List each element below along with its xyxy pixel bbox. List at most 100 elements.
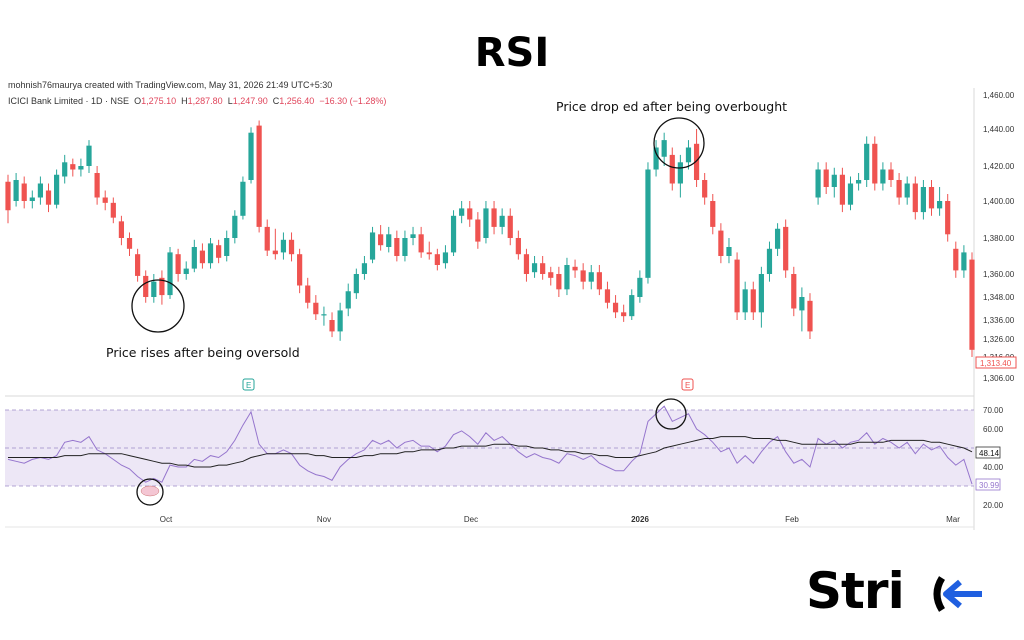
candle-body [386, 234, 392, 247]
candle-body [240, 181, 246, 216]
rsi-tick-label: 40.00 [983, 463, 1004, 472]
open-label: O [134, 96, 142, 106]
candle-body [693, 143, 700, 180]
candle-body [216, 245, 222, 258]
candle-body [523, 254, 530, 274]
time-tick-label: Mar [946, 515, 960, 524]
candle-body [945, 201, 951, 235]
candle-body [726, 247, 732, 256]
candle-body [305, 285, 311, 303]
candle-body [224, 238, 230, 256]
candle-body [361, 263, 368, 274]
strike-logo: Stri [806, 562, 905, 620]
candle-body [531, 263, 538, 273]
time-tick-label: Dec [464, 515, 478, 524]
time-tick-label: Feb [785, 515, 799, 524]
candle-body [645, 169, 651, 278]
candle-body [321, 314, 327, 316]
low-value: 1,247.90 [232, 96, 268, 106]
candle-body [904, 183, 910, 198]
candle-body [29, 197, 35, 201]
candle-body [815, 169, 821, 198]
oversold-fill [140, 485, 160, 497]
candle-body [774, 228, 781, 249]
candle-body [637, 277, 643, 297]
candle-body [426, 252, 432, 255]
candle-body [961, 252, 967, 271]
candle-body [564, 265, 570, 290]
candle-body [872, 143, 878, 184]
earnings-marker: E [685, 381, 690, 390]
candle-body [175, 254, 181, 274]
candle-body [434, 254, 440, 265]
rsi-oversold-circle [136, 478, 164, 506]
rsi-tick-label: 70.00 [983, 406, 1004, 415]
candle-body [831, 174, 837, 187]
candle-body [783, 226, 789, 271]
candle-body [596, 272, 602, 290]
low-label: L [227, 96, 233, 106]
ma-value-label: 48.14 [979, 449, 1000, 458]
candle-body [588, 272, 594, 282]
candle-body [629, 295, 635, 317]
change-value: −16.30 (−1.28%) [319, 96, 387, 106]
candle-body [159, 277, 165, 296]
candle-body [369, 232, 376, 260]
candle-body [791, 274, 797, 309]
candle-body [742, 289, 748, 313]
price-tick-label: 1,460.00 [983, 91, 1015, 100]
candle-body [288, 239, 295, 255]
candle-body [183, 268, 189, 274]
candle-body [604, 289, 611, 303]
candle-body [337, 310, 343, 332]
candle-body [410, 234, 416, 238]
candle-body [264, 226, 270, 251]
candle-body [191, 247, 197, 269]
rsi-value-label: 30.99 [979, 481, 1000, 490]
candle-body [734, 259, 740, 313]
candle-body [896, 180, 902, 198]
candle-body [102, 197, 108, 203]
time-tick-label: 2026 [631, 515, 649, 524]
earnings-marker: E [246, 381, 251, 390]
candle-body [78, 166, 84, 170]
time-tick-label: Oct [160, 515, 173, 524]
candle-body [572, 266, 578, 271]
candle-body [499, 215, 505, 227]
candle-body [450, 215, 457, 253]
candle-body [685, 147, 692, 163]
rsi-tick-label: 20.00 [983, 501, 1004, 510]
candle-body [378, 234, 384, 246]
candle-body [928, 187, 935, 209]
candle-body [540, 263, 546, 274]
candle-body [418, 234, 424, 253]
rsi-ma-line [8, 436, 973, 468]
candle-body [799, 297, 805, 311]
candle-body [70, 164, 76, 170]
candle-body [86, 145, 92, 166]
annotation-oversold: Price rises after being oversold [106, 345, 300, 360]
symbol-legend: ICICI Bank Limited · 1D · NSE O1,275.10 … [8, 96, 386, 106]
candle-body [807, 300, 813, 332]
candle-body [912, 183, 918, 213]
candle-body [710, 201, 716, 227]
rsi-line [7, 405, 973, 485]
rsi-value-box [975, 478, 1001, 491]
candle-body [718, 230, 724, 256]
candle-body [888, 169, 894, 180]
candle-body [459, 208, 465, 216]
open-value: 1,275.10 [141, 96, 177, 106]
candle-body [580, 270, 586, 282]
ma-value-box [975, 446, 1001, 459]
candle-body [143, 275, 149, 297]
candle-body [507, 215, 513, 238]
candle-body [280, 239, 287, 253]
candle-body [515, 238, 521, 255]
annotation-overbought: Price drop ed after being overbought [556, 99, 787, 114]
overbought-circle [653, 117, 705, 169]
candle-body [677, 162, 683, 184]
high-label: H [181, 96, 188, 106]
price-tick-label: 1,400.00 [983, 197, 1015, 206]
candle-body [847, 183, 854, 205]
